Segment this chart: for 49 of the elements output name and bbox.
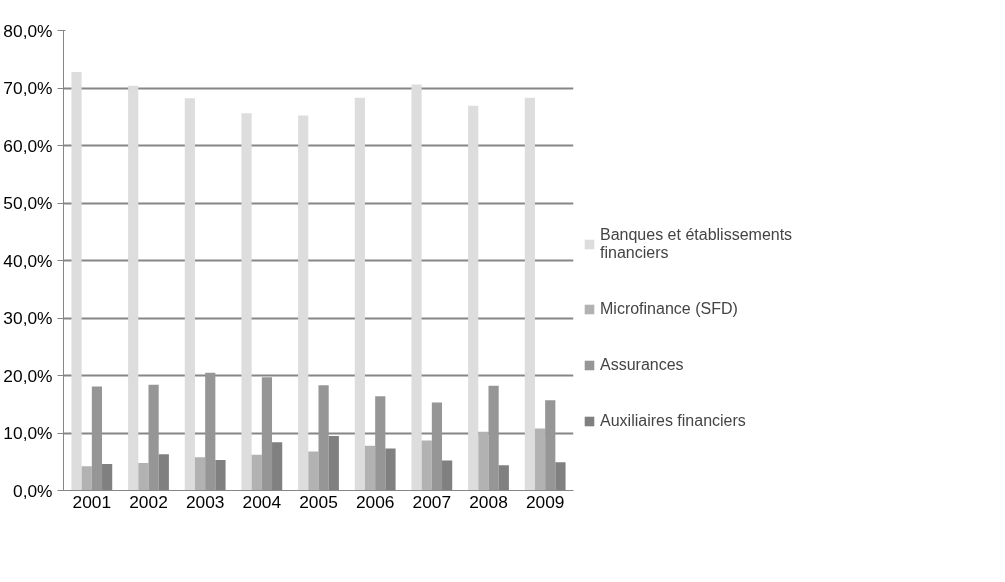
bar: [138, 462, 149, 491]
x-tick-label: 2005: [299, 491, 338, 512]
bar: [205, 372, 216, 491]
y-tick-label: 80,0%: [3, 20, 53, 41]
bar: [91, 386, 103, 491]
bar: [364, 445, 376, 491]
legend-label: Microfinance (SFD): [600, 300, 738, 318]
bar: [488, 385, 499, 491]
bar: [71, 71, 82, 491]
x-tick-label: 2008: [469, 491, 508, 512]
bar: [411, 84, 422, 491]
bar: [468, 105, 479, 491]
x-tick-label: 2003: [185, 491, 225, 512]
bar: [261, 377, 273, 491]
bar: [298, 115, 309, 491]
bar: [148, 384, 159, 491]
x-tick-label: 2009: [525, 491, 565, 512]
y-tick-label: 10,0%: [3, 423, 53, 443]
bar: [431, 402, 443, 491]
y-tick-label: 40,0%: [3, 250, 53, 271]
x-tick-label: 2006: [355, 491, 395, 512]
y-tick-label: 70,0%: [3, 78, 53, 98]
legend-label: Assurances: [600, 356, 684, 374]
bar: [318, 385, 329, 491]
bar: [128, 85, 139, 491]
bar: [545, 400, 556, 491]
bar: [241, 113, 252, 491]
bar: [81, 466, 92, 491]
y-tick-label: 0,0%: [13, 480, 53, 501]
y-tick-label: 30,0%: [3, 308, 53, 328]
y-tick-label: 60,0%: [3, 135, 53, 156]
bar: [478, 431, 489, 491]
x-tick-label: 2004: [242, 491, 282, 512]
y-tick-label: 20,0%: [3, 365, 53, 386]
bar: [534, 428, 546, 491]
y-tick-label: 50,0%: [3, 193, 53, 213]
bar: [194, 457, 206, 491]
bar: [251, 454, 262, 491]
x-tick-label: 2002: [129, 491, 168, 512]
legend-label: Banques et établissements financiers: [600, 226, 793, 262]
x-tick-label: 2001: [72, 491, 112, 512]
bar: [421, 440, 432, 491]
x-tick-label: 2007: [412, 491, 452, 512]
bar: [375, 396, 386, 491]
bar: [524, 97, 535, 491]
legend-label: Auxiliaires financiers: [600, 412, 746, 430]
bar: [184, 98, 195, 491]
bar: [354, 97, 365, 491]
bar: [308, 451, 319, 491]
